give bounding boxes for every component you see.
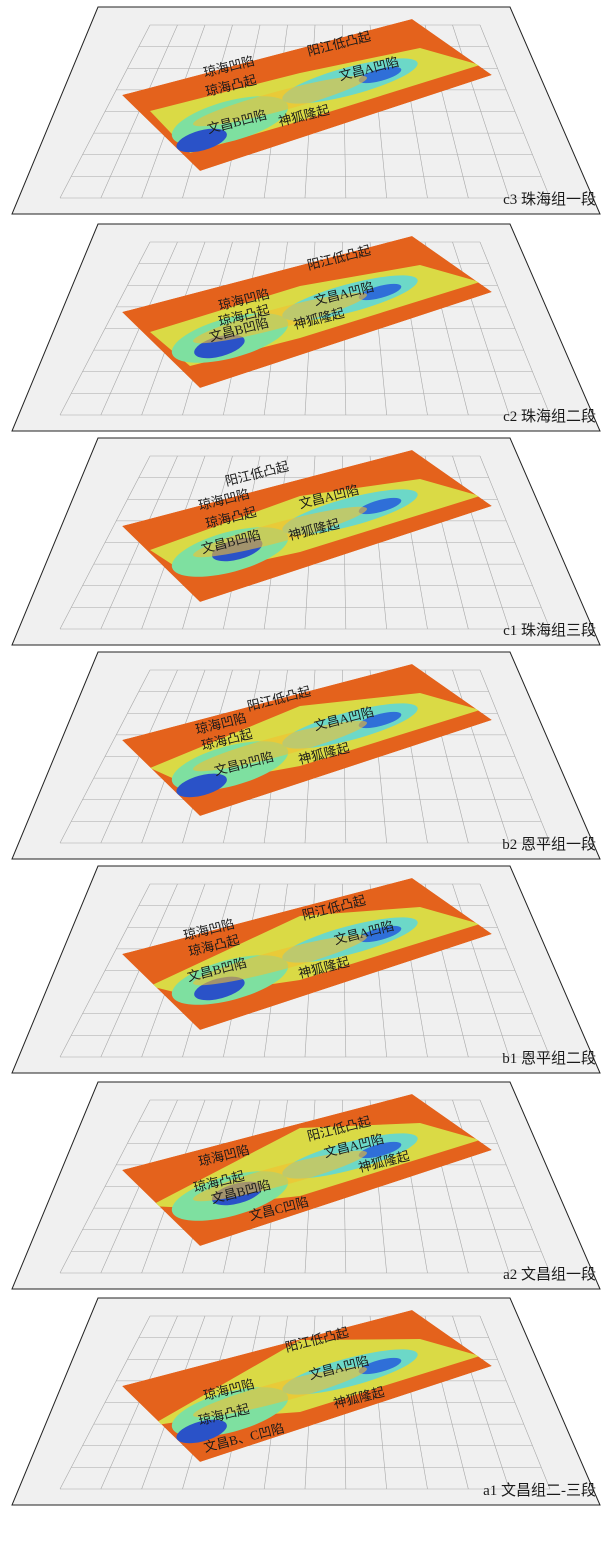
panel-caption: b1 恩平组二段 [502, 1050, 596, 1067]
panel: 阳江低凸起琼海凹陷文昌A凹陷琼海凸起神狐隆起文昌B凹陷文昌C凹陷a2 文昌组一段 [0, 1078, 612, 1292]
panel: 阳江低凸起琼海凹陷琼海凸起文昌A凹陷文昌B凹陷神狐隆起c2 珠海组二段 [0, 220, 612, 434]
panel: 阳江低凸起琼海凹陷琼海凸起文昌A凹陷文昌B凹陷神狐隆起b1 恩平组二段 [0, 862, 612, 1076]
panel-caption: a1 文昌组二-三段 [483, 1482, 596, 1499]
panel-caption: c2 珠海组二段 [503, 408, 596, 425]
panel-caption: a2 文昌组一段 [503, 1266, 596, 1283]
panel: 阳江低凸起琼海凹陷琼海凸起文昌A凹陷文昌B凹陷神狐隆起c1 珠海组三段 [0, 434, 612, 648]
panel: 阳江低凸起琼海凹陷琼海凸起文昌A凹陷文昌B凹陷神狐隆起b2 恩平组一段 [0, 648, 612, 862]
panel-caption: b2 恩平组一段 [502, 836, 596, 853]
panel-caption: c1 珠海组三段 [503, 622, 596, 639]
figure: 阳江低凸起琼海凹陷琼海凸起文昌A凹陷文昌B凹陷神狐隆起c3 珠海组一段阳江低凸起… [0, 0, 612, 1544]
panel-caption: c3 珠海组一段 [503, 191, 596, 208]
panel: 阳江低凸起琼海凹陷琼海凸起文昌A凹陷文昌B凹陷神狐隆起c3 珠海组一段 [0, 3, 612, 217]
